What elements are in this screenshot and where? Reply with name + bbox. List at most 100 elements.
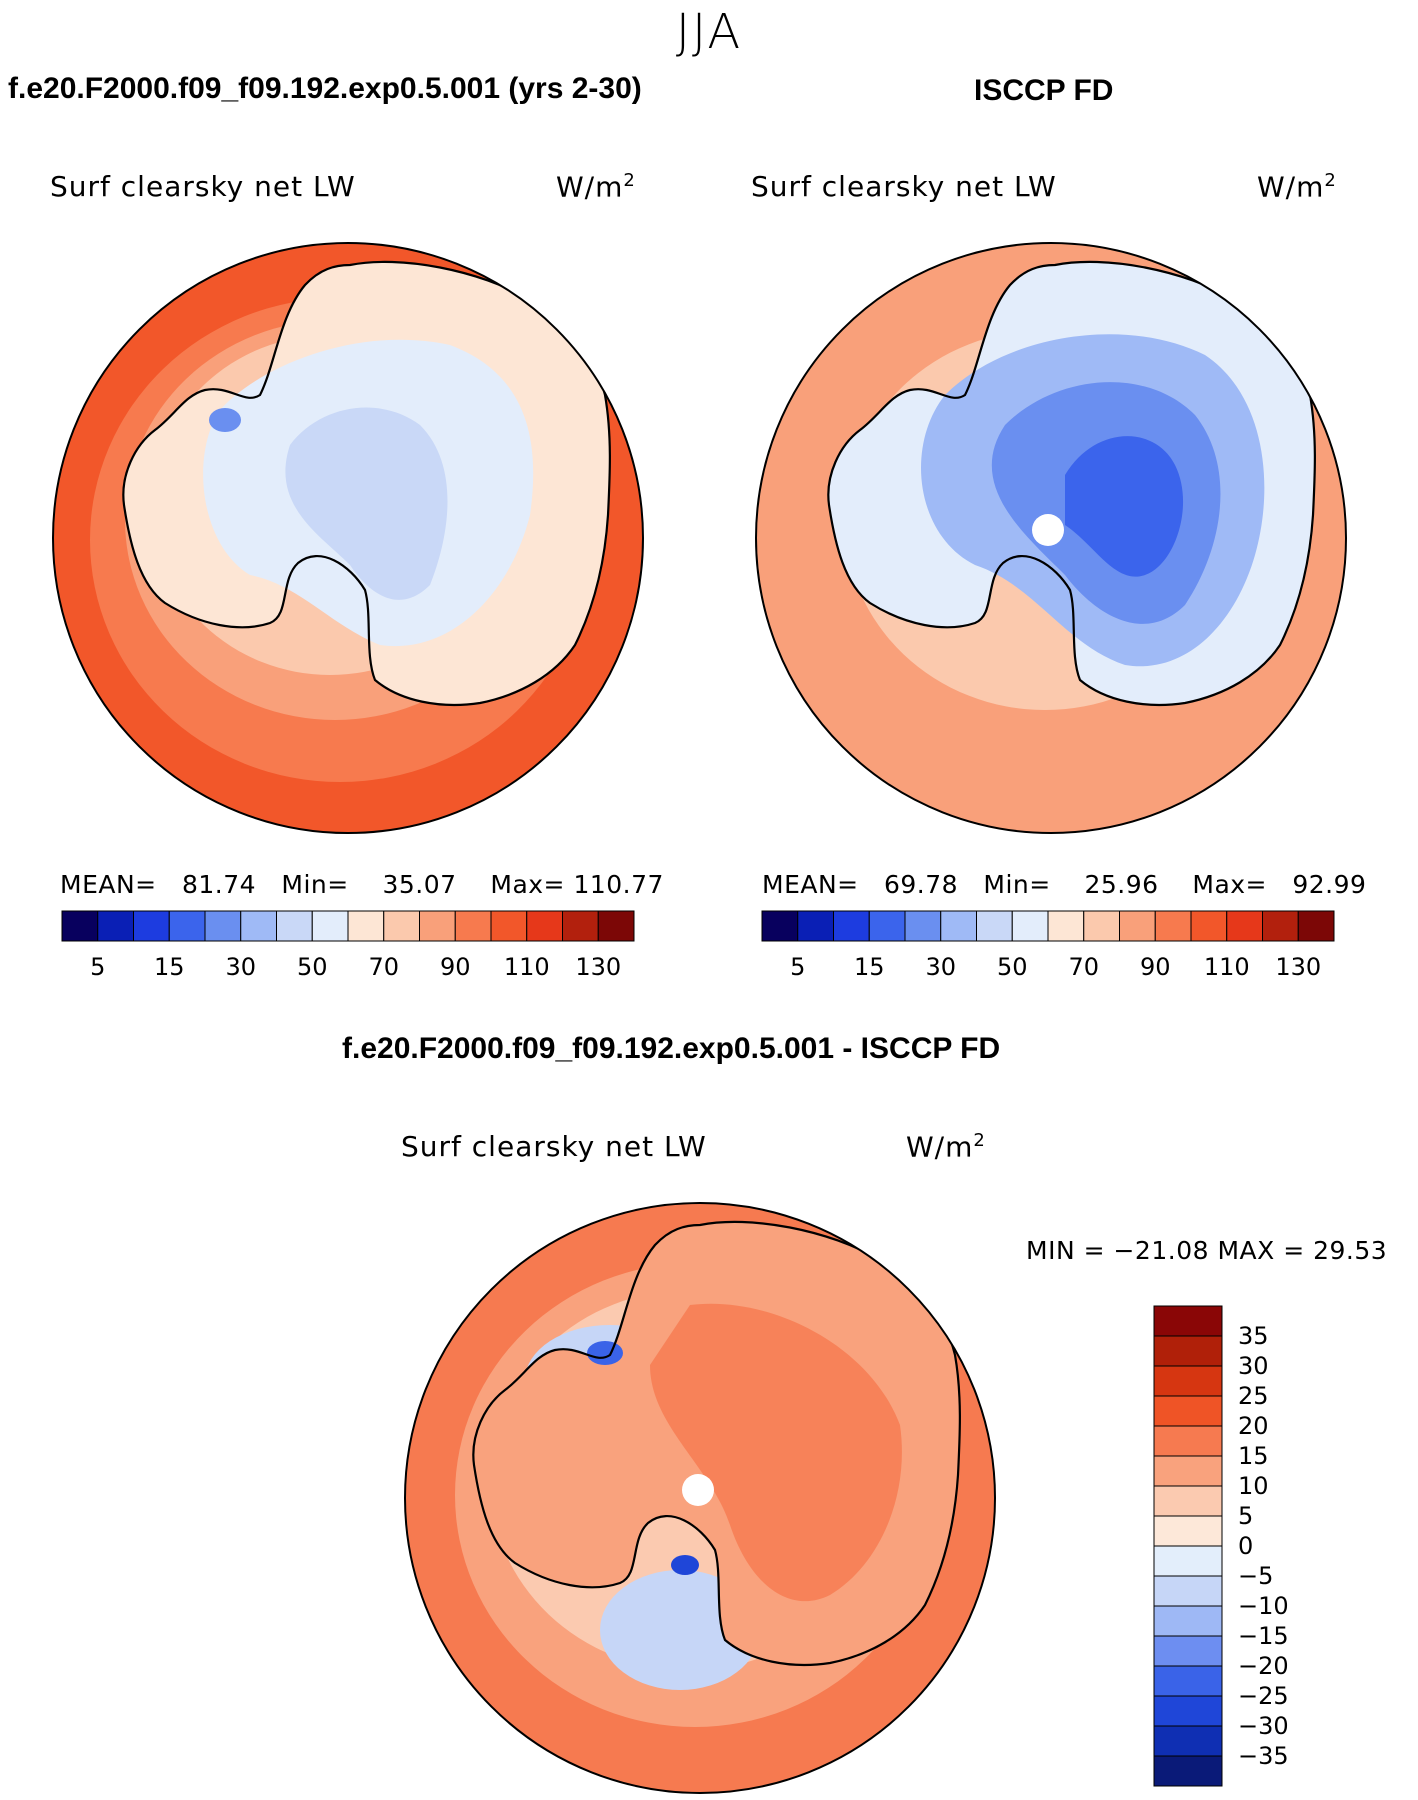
diff-colorbar-tick-label: 30: [1238, 1352, 1269, 1380]
obs-colorbar: 5 15 30 50 70 90 110 130: [761, 910, 1335, 981]
diff-colorbar-swatch-1: [1153, 1335, 1223, 1367]
obs-colorbar-tick-label: 5: [790, 953, 805, 981]
obs-colorbar-tick-label: 50: [997, 953, 1028, 981]
model-colorbar-tick-label: 5: [90, 953, 105, 981]
model-colorbar-tick-label: 30: [225, 953, 256, 981]
obs-level-east-plateau: [1065, 436, 1184, 577]
diff-colorbar-swatch-15: [1153, 1755, 1223, 1787]
model-colorbar-swatch-2: [133, 910, 170, 942]
obs-units: W/m2: [1257, 170, 1337, 204]
obs-colorbar-tick-label: 90: [1140, 953, 1171, 981]
diff-minmax: MIN = −21.08 MAX = 29.53: [1026, 1236, 1388, 1265]
diff-colorbar-tick-label: −25: [1238, 1682, 1289, 1710]
diff-colorbar-tick-label: −15: [1238, 1622, 1289, 1650]
diff-units: W/m2: [906, 1130, 986, 1164]
obs-stats: MEAN= 69.78 Min= 25.96 Max= 92.99: [762, 870, 1367, 899]
diff-colorbar-swatch-3: [1153, 1395, 1223, 1427]
model-level-low: [209, 408, 241, 432]
obs-colorbar-swatch-7: [1011, 910, 1049, 942]
diff-level-continent-high: [650, 1303, 902, 1602]
season-title: JJA: [675, 4, 743, 60]
obs-colorbar-swatch-11: [1154, 910, 1192, 942]
model-colorbar-swatch-5: [240, 910, 277, 942]
obs-colorbar-swatch-9: [1083, 910, 1120, 942]
obs-polar-map: [756, 243, 1346, 833]
model-variable-label: Surf clearsky net LW: [50, 170, 356, 203]
diff-polar-map: [405, 1203, 995, 1793]
model-colorbar-swatch-15: [597, 910, 635, 942]
model-colorbar-tick-label: 15: [154, 953, 185, 981]
obs-colorbar-tick-label: 30: [925, 953, 956, 981]
model-colorbar-tick-label: 50: [297, 953, 328, 981]
diff-colorbar-swatch-4: [1153, 1425, 1223, 1457]
model-colorbar-swatch-12: [490, 910, 528, 942]
obs-colorbar-tick-label: 15: [854, 953, 885, 981]
diff-colorbar-tick-label: −35: [1238, 1742, 1289, 1770]
diff-colorbar-swatch-10: [1153, 1605, 1223, 1637]
diff-colorbar-tick-label: 20: [1238, 1412, 1269, 1440]
model-stats: MEAN= 81.74 Min= 35.07 Max= 110.77: [60, 870, 664, 899]
model-colorbar-swatch-10: [419, 910, 456, 942]
diff-colorbar-swatch-12: [1153, 1665, 1223, 1697]
diff-colorbar-tick-label: 5: [1238, 1502, 1253, 1530]
model-polar-map: [53, 243, 643, 833]
diff-colorbar-swatch-14: [1153, 1725, 1223, 1757]
model-colorbar-swatch-0: [61, 910, 99, 942]
obs-colorbar-swatch-10: [1119, 910, 1156, 942]
model-level-plateau: [285, 407, 448, 600]
diff-colorbar-tick-label: −30: [1238, 1712, 1289, 1740]
diff-pole-hole: [682, 1474, 714, 1506]
obs-colorbar-swatch-6: [976, 910, 1013, 942]
model-map-border: [52, 242, 644, 834]
diff-colorbar-tick-label: −20: [1238, 1652, 1289, 1680]
diff-colorbar-tick-label: 10: [1238, 1472, 1269, 1500]
diff-colorbar-tick-label: 0: [1238, 1532, 1253, 1560]
model-colorbar-swatch-14: [562, 910, 599, 942]
model-colorbar: 5 15 30 50 70 90 110 130: [61, 910, 635, 981]
model-colorbar-swatch-8: [347, 910, 385, 942]
diff-colorbar-swatch-2: [1153, 1365, 1223, 1397]
obs-colorbar-swatch-5: [940, 910, 977, 942]
obs-colorbar-swatch-12: [1190, 910, 1228, 942]
obs-colorbar-swatch-1: [797, 910, 834, 942]
model-colorbar-swatch-13: [526, 910, 563, 942]
diff-colorbar-swatch-0: [1153, 1305, 1223, 1337]
model-colorbar-swatch-3: [168, 910, 206, 942]
diff-level-weddell-low: [587, 1341, 623, 1365]
diff-map-border: [404, 1202, 996, 1794]
model-units: W/m2: [556, 170, 636, 204]
diff-colorbar-swatch-13: [1153, 1695, 1223, 1727]
model-colorbar-swatch-9: [383, 910, 420, 942]
diff-colorbar-tick-label: 15: [1238, 1442, 1269, 1470]
model-colorbar-tick-label: 130: [575, 953, 621, 981]
obs-panel-title: ISCCP FD: [974, 74, 1114, 107]
model-colorbar-swatch-6: [276, 910, 313, 942]
diff-colorbar-tick-label: −5: [1238, 1562, 1273, 1590]
model-colorbar-tick-label: 90: [440, 953, 471, 981]
obs-colorbar-tick-label: 130: [1275, 953, 1321, 981]
model-colorbar-swatch-4: [204, 910, 242, 942]
obs-colorbar-swatch-13: [1226, 910, 1263, 942]
obs-colorbar-tick-label: 110: [1204, 953, 1250, 981]
obs-colorbar-swatch-15: [1297, 910, 1335, 942]
model-panel-title: f.e20.F2000.f09_f09.192.exp0.5.001 (yrs …: [8, 72, 642, 105]
diff-colorbar-tick-label: −10: [1238, 1592, 1289, 1620]
obs-colorbar-swatch-14: [1262, 910, 1299, 942]
obs-pole-hole: [1032, 514, 1064, 546]
diff-colorbar-swatch-6: [1153, 1485, 1223, 1517]
model-colorbar-swatch-11: [454, 910, 492, 942]
obs-colorbar-swatch-3: [868, 910, 906, 942]
model-colorbar-swatch-7: [311, 910, 349, 942]
diff-colorbar-tick-label: 35: [1238, 1322, 1269, 1350]
diff-colorbar-swatch-9: [1153, 1575, 1223, 1607]
obs-colorbar-swatch-0: [761, 910, 799, 942]
model-colorbar-tick-label: 110: [504, 953, 550, 981]
diff-panel-title: f.e20.F2000.f09_f09.192.exp0.5.001 - ISC…: [342, 1032, 1001, 1065]
diff-colorbar-swatch-5: [1153, 1455, 1223, 1487]
diff-colorbar-swatch-8: [1153, 1545, 1223, 1577]
diff-colorbar-tick-label: 25: [1238, 1382, 1269, 1410]
obs-map-border: [755, 242, 1347, 834]
model-colorbar-swatch-1: [97, 910, 134, 942]
diff-level-ross-low: [671, 1555, 699, 1575]
